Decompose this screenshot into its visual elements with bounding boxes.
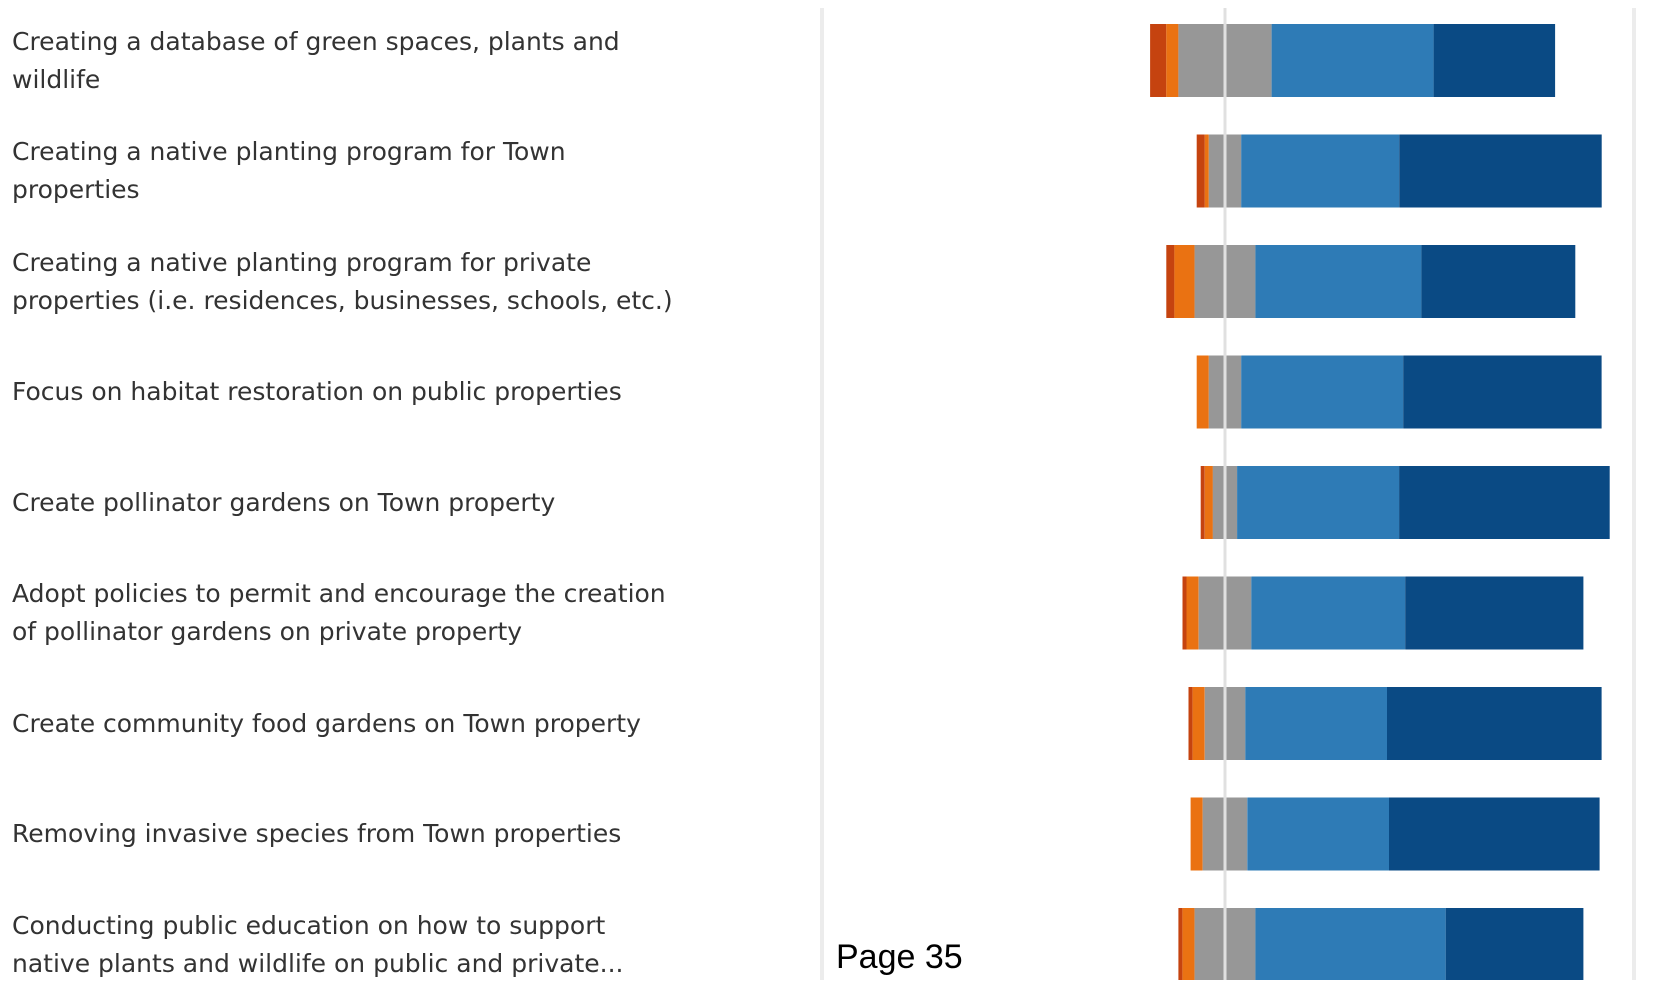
bar-segment-5	[1421, 245, 1576, 318]
bar-segment-5	[1405, 576, 1584, 650]
bar-segment-1	[1196, 134, 1205, 208]
page-number: Page 35	[836, 938, 963, 976]
bar-segment-2	[1192, 687, 1205, 760]
bar-segment-1	[1150, 24, 1167, 97]
left-panel-divider	[820, 8, 824, 980]
category-label: Creating a native planting program for p…	[12, 247, 673, 315]
category-label: Removing invasive species from Town prop…	[12, 819, 622, 848]
bar-segment-5	[1387, 687, 1602, 760]
bar-segment-4	[1247, 797, 1390, 871]
category-label: Creating a native planting program for T…	[12, 137, 566, 204]
bar-segment-4	[1241, 355, 1404, 429]
bar-segment-1	[1166, 245, 1175, 318]
category-label: Conducting public education on how to su…	[12, 910, 624, 978]
bar-segment-1	[1178, 908, 1183, 980]
bar-segment-2	[1204, 134, 1209, 208]
category-label: Create pollinator gardens on Town proper…	[12, 487, 556, 517]
bar-segment-1	[1200, 466, 1205, 539]
bar-segment-2	[1166, 24, 1179, 97]
category-label: Creating a database of green spaces, pla…	[12, 26, 620, 94]
bar-segment-4	[1251, 576, 1406, 650]
category-label: Create community food gardens on Town pr…	[12, 708, 641, 738]
bar-segment-4	[1271, 24, 1434, 97]
bar-segment-5	[1433, 24, 1556, 97]
bar-segment-1	[1188, 687, 1193, 760]
bar-segment-4	[1255, 245, 1422, 318]
category-label: Adopt policies to permit and encourage t…	[12, 579, 666, 646]
category-label: Focus on habitat restoration on public p…	[12, 377, 622, 406]
bar-segment-4	[1245, 687, 1388, 760]
bar-segment-1	[1182, 576, 1187, 650]
bar-segment-2	[1190, 797, 1203, 871]
bar-segment-5	[1389, 797, 1600, 871]
bar-segment-2	[1182, 908, 1195, 980]
bar-segment-5	[1445, 908, 1584, 980]
bar-segment-2	[1174, 245, 1195, 318]
bar-segment-5	[1403, 355, 1602, 429]
bar-segment-4	[1255, 908, 1446, 980]
bar-segment-5	[1399, 466, 1610, 539]
bar-segment-4	[1241, 134, 1400, 208]
bar-segment-4	[1237, 466, 1400, 539]
bar-segment-2	[1186, 576, 1199, 650]
right-panel-divider	[1632, 8, 1636, 980]
bar-segment-2	[1196, 355, 1209, 429]
bar-segment-5	[1399, 134, 1602, 208]
bar-segment-2	[1204, 466, 1213, 539]
